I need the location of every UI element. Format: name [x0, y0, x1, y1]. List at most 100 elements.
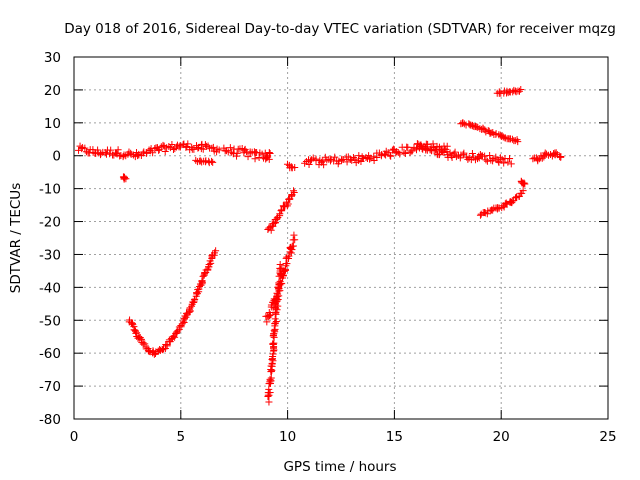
- data-point: [271, 300, 279, 308]
- y-tick-label: -40: [39, 280, 61, 296]
- data-point: [255, 154, 263, 162]
- segment-main-band-1: [75, 140, 223, 161]
- data-point: [426, 145, 434, 153]
- data-point: [244, 153, 252, 161]
- data-point: [422, 144, 430, 152]
- segment-mid-1: [264, 187, 298, 234]
- data-point: [268, 355, 276, 363]
- segment-band-4: [412, 140, 515, 168]
- segment-point-a: [119, 173, 130, 183]
- data-point: [114, 146, 122, 154]
- data-point: [400, 148, 408, 156]
- data-point: [120, 151, 128, 159]
- data-point: [320, 161, 328, 169]
- data-point: [331, 153, 339, 161]
- data-point: [281, 265, 289, 273]
- data-point: [222, 147, 230, 155]
- y-tick-label: 10: [44, 116, 61, 132]
- grid-lines: [74, 57, 608, 419]
- data-point: [267, 365, 275, 373]
- axis-ticks: 0 5 10 15 20 25 -80 -70 -60 -50 -40 -30 -20 -10 0 10 20 3…: [39, 50, 617, 445]
- data-point: [233, 149, 241, 157]
- x-tick-label: 0: [70, 429, 79, 445]
- x-tick-label: 25: [599, 429, 616, 445]
- data-point: [417, 141, 425, 149]
- data-point: [276, 287, 284, 295]
- data-point: [312, 155, 320, 163]
- data-point: [157, 143, 165, 151]
- y-tick-label: -70: [39, 379, 61, 395]
- segment-late-points: [517, 177, 529, 188]
- y-tick-label: -50: [39, 313, 61, 329]
- segment-rising-arc: [457, 119, 522, 146]
- data-point: [272, 317, 280, 325]
- data-point: [168, 141, 176, 149]
- data-point: [307, 156, 315, 164]
- data-point: [468, 149, 476, 157]
- data-point: [519, 187, 527, 195]
- data-points: [75, 85, 565, 406]
- data-point: [251, 155, 259, 163]
- data-point: [205, 260, 213, 268]
- data-point: [413, 140, 421, 148]
- data-point: [102, 150, 110, 158]
- data-point: [267, 374, 275, 382]
- data-point: [171, 333, 179, 341]
- segment-end-band: [529, 149, 565, 165]
- data-point: [177, 322, 185, 330]
- segment-drop-a: [192, 156, 217, 167]
- data-point: [355, 152, 363, 160]
- data-point: [215, 146, 223, 154]
- segment-steep-2: [262, 231, 299, 326]
- data-point: [267, 226, 275, 234]
- data-point: [290, 187, 298, 195]
- data-point: [511, 194, 519, 202]
- data-point: [265, 155, 273, 163]
- data-point: [291, 164, 299, 172]
- data-point: [486, 152, 494, 160]
- data-point: [107, 146, 115, 154]
- data-point: [435, 151, 443, 159]
- data-point: [265, 398, 273, 406]
- data-point: [532, 154, 540, 162]
- data-point: [81, 144, 89, 152]
- data-point: [520, 179, 528, 187]
- data-point: [507, 160, 515, 168]
- segment-main-band-2: [220, 144, 274, 163]
- data-point: [276, 212, 284, 220]
- y-tick-label: 30: [44, 50, 61, 66]
- data-point: [194, 144, 202, 152]
- data-point: [504, 158, 512, 166]
- y-tick-label: -10: [39, 182, 61, 198]
- segment-arc-1: [125, 247, 220, 358]
- data-point: [184, 140, 192, 148]
- data-point: [285, 255, 293, 263]
- data-point: [132, 329, 140, 337]
- y-axis-label: SDTVAR / TECUs: [8, 183, 24, 293]
- data-point: [495, 158, 503, 166]
- y-tick-label: -30: [39, 247, 61, 263]
- y-tick-label: 0: [52, 149, 61, 165]
- data-point: [529, 155, 537, 163]
- data-point: [348, 156, 356, 164]
- data-point: [515, 87, 523, 95]
- data-point: [501, 200, 509, 208]
- data-point: [155, 146, 163, 154]
- data-point: [451, 148, 459, 156]
- data-point: [141, 340, 149, 348]
- data-point: [290, 188, 298, 196]
- data-point: [266, 150, 274, 158]
- data-point: [386, 151, 394, 159]
- y-tick-label: -80: [39, 412, 61, 428]
- data-point: [305, 160, 313, 168]
- data-point: [272, 296, 280, 304]
- data-point: [283, 260, 291, 268]
- data-point: [495, 88, 503, 96]
- data-point: [289, 242, 297, 250]
- data-point: [366, 155, 374, 163]
- data-point: [190, 145, 198, 153]
- chart-title: Day 018 of 2016, Sidereal Day-to-day VTE…: [64, 21, 616, 37]
- data-point: [122, 175, 130, 183]
- data-point: [278, 207, 286, 215]
